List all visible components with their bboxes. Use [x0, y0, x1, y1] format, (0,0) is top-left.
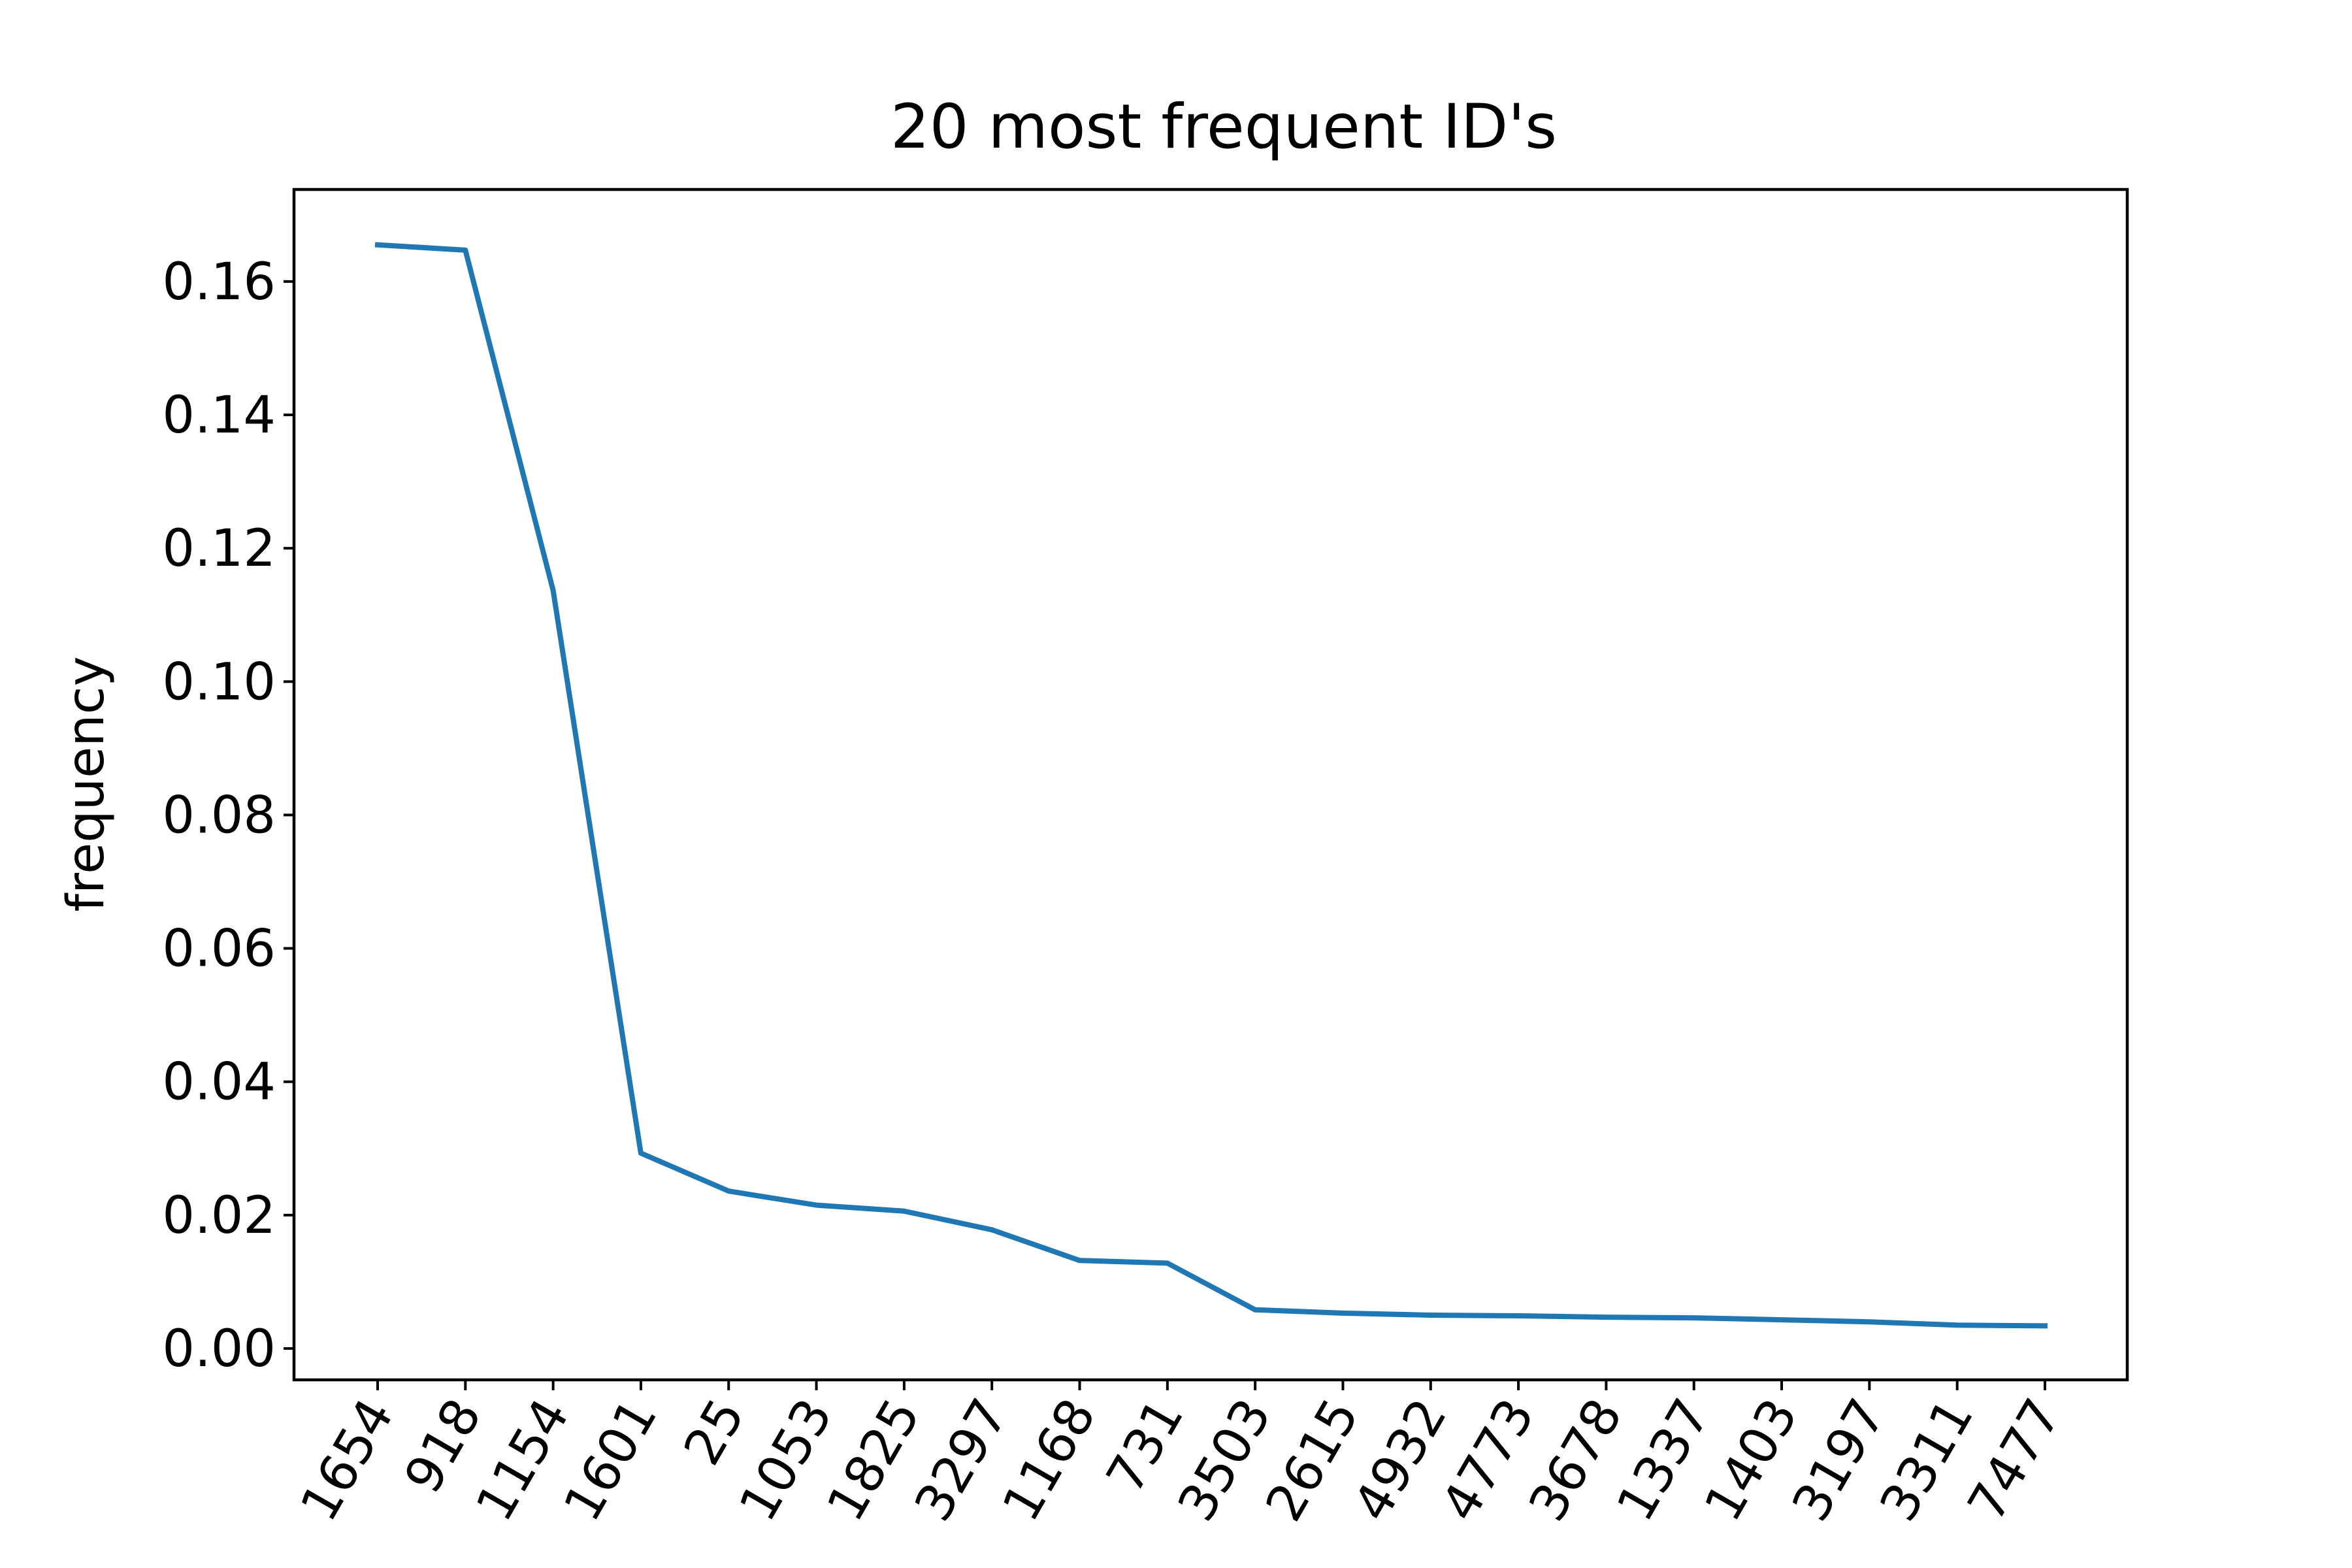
y-tick-label: 0.12 — [162, 519, 276, 578]
y-tick-label: 0.04 — [162, 1053, 276, 1112]
x-tick-label: 1403 — [1693, 1390, 1809, 1531]
series-layer — [374, 242, 2048, 1329]
x-tick-label: 3678 — [1518, 1390, 1634, 1531]
x-tick-label: 4773 — [1430, 1390, 1546, 1531]
x-tick-label: 1154 — [465, 1390, 581, 1531]
x-tick-label: 25 — [673, 1390, 757, 1475]
x-tick-label: 1601 — [553, 1390, 668, 1531]
plot-area-frame — [292, 188, 2129, 1382]
x-tick-label: 2615 — [1255, 1390, 1371, 1531]
y-tick-label: 0.08 — [162, 786, 276, 845]
x-tick-label: 1337 — [1606, 1390, 1722, 1531]
x-tick-label: 3311 — [1869, 1390, 1985, 1531]
y-tick-label: 0.06 — [162, 920, 276, 979]
series-line — [374, 242, 2048, 1329]
x-tick-label: 1168 — [992, 1390, 1107, 1531]
y-tick-label: 0.14 — [162, 386, 276, 445]
chart-title: 20 most frequent ID's — [890, 91, 1557, 163]
y-tick-label: 0.16 — [162, 253, 276, 312]
y-tick-label: 0.00 — [162, 1320, 276, 1379]
x-tick-label: 7477 — [1957, 1390, 2072, 1531]
x-tick-label: 4932 — [1343, 1390, 1458, 1531]
x-tick-label: 1825 — [816, 1390, 932, 1531]
x-tick-label: 1053 — [728, 1390, 844, 1531]
x-tick-label: 3197 — [1782, 1390, 1897, 1531]
x-tick-label: 3297 — [904, 1390, 1019, 1531]
y-axis-label: frequency — [57, 656, 116, 911]
y-axis-ticks: 0.00 0.02 0.04 0.06 0.08 0.10 0.12 0.14 0.16 — [162, 253, 294, 1379]
y-tick-label: 0.02 — [162, 1186, 276, 1245]
x-tick-label: 3503 — [1167, 1390, 1282, 1531]
y-tick-label: 0.10 — [162, 653, 276, 711]
x-tick-label: 1654 — [289, 1390, 405, 1531]
